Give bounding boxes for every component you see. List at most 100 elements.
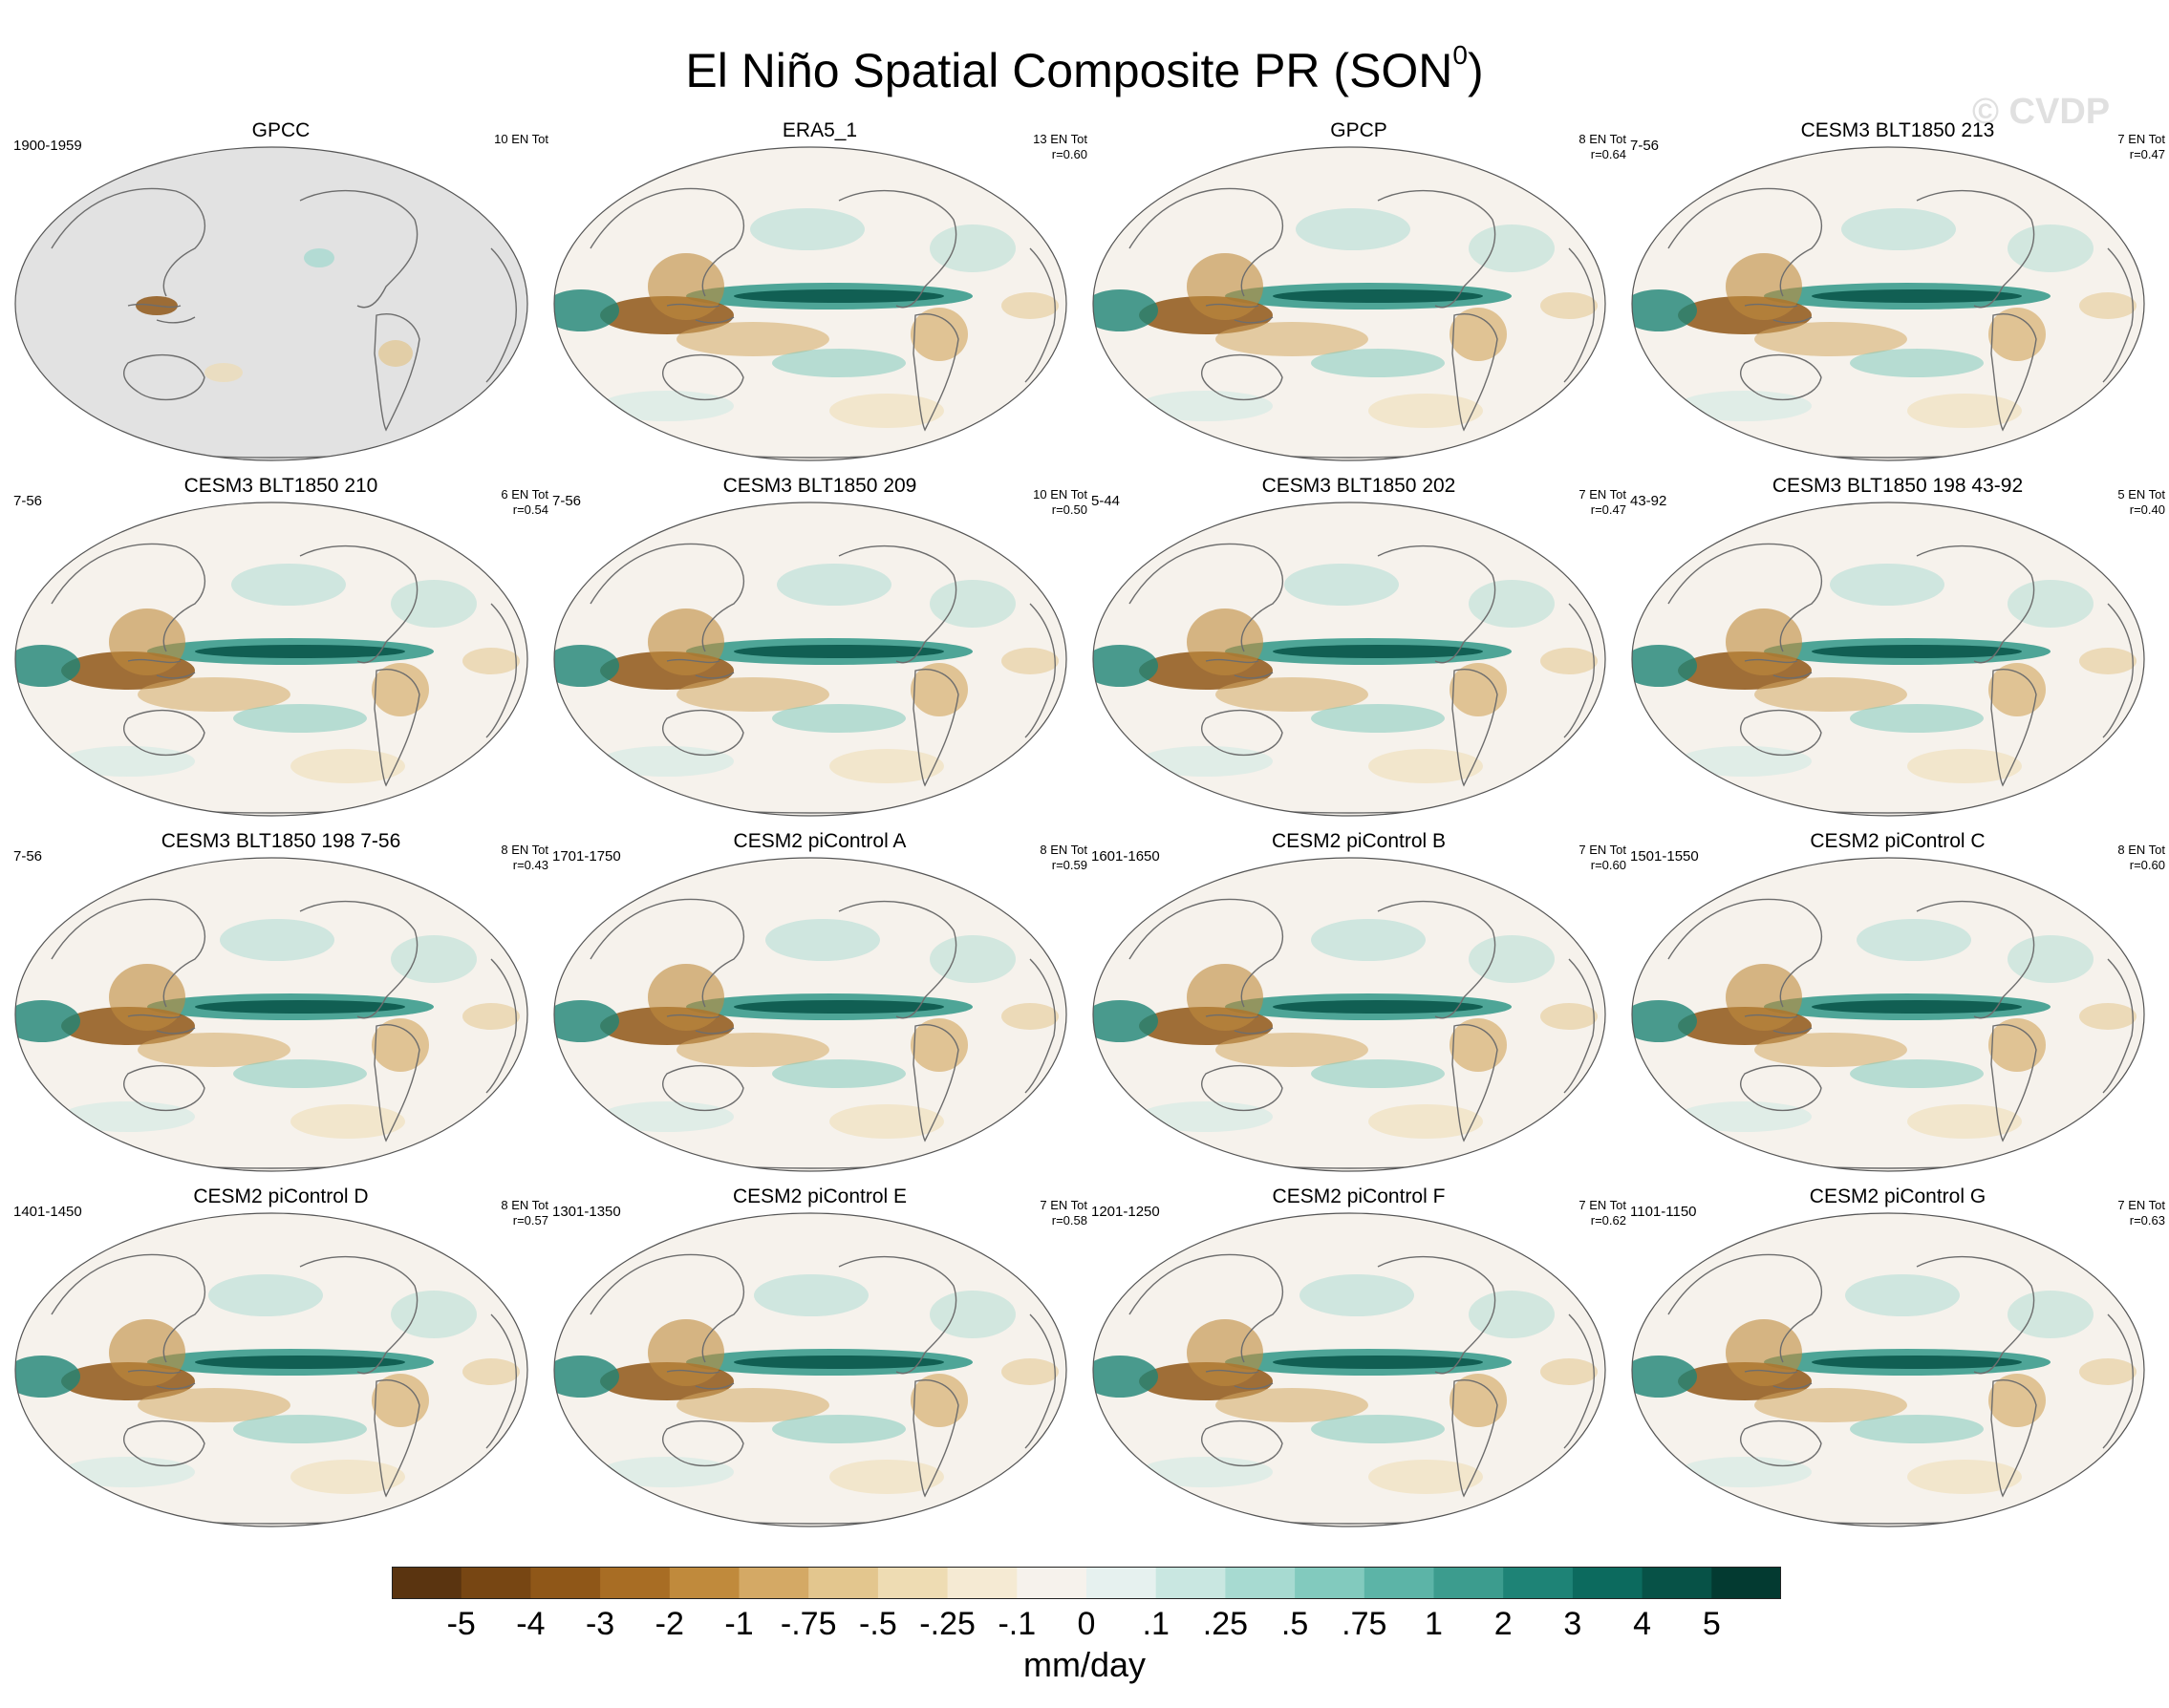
panel-stats: 8 EN Tot r=0.64 (1578, 132, 1626, 162)
coastline (838, 900, 957, 1019)
coastline (122, 709, 205, 757)
wetting-anomaly (61, 1101, 195, 1132)
colorbar-swatch (739, 1567, 809, 1599)
drying-anomaly (372, 1018, 429, 1072)
colorbar-tick-label: -3 (585, 1606, 615, 1642)
coastline (1128, 187, 1283, 297)
drying-anomaly (290, 749, 405, 783)
coastline (2102, 603, 2134, 738)
wetting-anomaly (391, 935, 477, 983)
wetting-anomaly (391, 580, 477, 628)
colorbar-swatch (1295, 1567, 1365, 1599)
colorbar-tick-label: -2 (655, 1606, 684, 1642)
map-panel: GPCP 8 EN Tot r=0.64 (1091, 118, 1626, 472)
drying-anomaly (1001, 1003, 1059, 1030)
colorbar-swatch (1155, 1567, 1226, 1599)
panel-period: 7-56 (552, 493, 582, 509)
coastline (1563, 603, 1595, 738)
panel-event-count: 8 EN Tot (1578, 132, 1626, 146)
coastline (838, 544, 957, 664)
wetting-anomaly (600, 1457, 734, 1487)
wetting-anomaly (1857, 919, 1971, 961)
drying-anomaly (1907, 1460, 2022, 1494)
wetting-anomaly (1311, 349, 1445, 377)
map-plot (1631, 857, 2145, 1172)
drying-anomaly (2079, 292, 2137, 319)
coastline (666, 303, 735, 324)
coastline (2102, 247, 2134, 383)
wetting-anomaly (1093, 1000, 1158, 1042)
map-panel: CESM3 BLT1850 209 7-56 10 EN Tot r=0.50 (552, 474, 1087, 827)
colorbar-swatch (1225, 1567, 1296, 1599)
map-plot (1092, 1212, 1606, 1527)
wetting-anomaly (1850, 1415, 1984, 1443)
coastline (2102, 958, 2134, 1094)
wetting-anomaly (1850, 1059, 1984, 1088)
wetting-anomaly (2008, 1291, 2094, 1338)
coastline (1451, 1024, 1498, 1142)
colorbar-tick-label: -.25 (919, 1606, 976, 1642)
coastline (666, 1369, 735, 1390)
drying-anomaly (829, 1104, 944, 1139)
wetting-anomaly (1273, 289, 1483, 303)
wetting-anomaly (1632, 1000, 1697, 1042)
drying-anomaly (829, 749, 944, 783)
wetting-anomaly (1469, 1291, 1555, 1338)
wetting-anomaly (1469, 935, 1555, 983)
wetting-anomaly (220, 919, 334, 961)
coastline (1377, 544, 1496, 664)
wetting-anomaly (2008, 224, 2094, 272)
drying-anomaly (1001, 292, 1059, 319)
panel-period: 1900-1959 (13, 138, 82, 154)
coastline (661, 1064, 744, 1112)
wetting-anomaly (1678, 746, 1812, 777)
map-panel: CESM3 BLT1850 198 43-92 43-92 5 EN Tot r=0.… (1630, 474, 2165, 827)
coastline (51, 1253, 205, 1363)
wetting-anomaly (930, 935, 1016, 983)
coastline (1377, 1255, 1496, 1375)
coastline (1990, 313, 2037, 432)
wetting-anomaly (554, 645, 619, 687)
drying-anomaly (1988, 1374, 2046, 1427)
map-border (14, 146, 528, 461)
anomaly-field (1093, 564, 1598, 783)
panel-title: CESM2 piControl C (1810, 830, 1986, 852)
panel-title: CESM3 BLT1850 198 43-92 (1772, 475, 2024, 497)
panel-title: GPCC (251, 119, 311, 141)
coastline (913, 313, 959, 432)
wetting-anomaly (1812, 1356, 2022, 1369)
map-border (553, 146, 1067, 461)
map-plot (553, 1212, 1067, 1527)
colorbar-swatch (1364, 1567, 1434, 1599)
drying-anomaly (1187, 964, 1263, 1031)
panel-stats: 7 EN Tot r=0.58 (1040, 1198, 1087, 1228)
drying-anomaly (290, 1104, 405, 1139)
drying-anomaly (1187, 1319, 1263, 1386)
map-background (15, 147, 527, 460)
wetting-anomaly (1139, 1101, 1273, 1132)
map-border (1631, 146, 2145, 461)
drying-anomaly (2079, 1003, 2137, 1030)
panel-title: CESM2 piControl D (193, 1185, 369, 1207)
colorbar-tick-label: -.5 (859, 1606, 897, 1642)
colorbar-swatch (877, 1567, 949, 1599)
wetting-anomaly (233, 704, 367, 733)
colorbar-tick-label: .1 (1142, 1606, 1170, 1642)
map-panel: CESM3 BLT1850 210 7-56 6 EN Tot r=0.54 (13, 474, 548, 827)
map-panel: GPCC 1900-1959 10 EN Tot (13, 118, 548, 472)
wetting-anomaly (1311, 1059, 1445, 1088)
wetting-anomaly (554, 1000, 619, 1042)
wetting-anomaly (231, 564, 346, 606)
coastline (485, 958, 517, 1094)
panel-stats: 8 EN Tot r=0.43 (501, 843, 548, 873)
coastline (1128, 898, 1283, 1008)
colorbar-tick-label: -4 (516, 1606, 546, 1642)
drying-anomaly (109, 964, 185, 1031)
wetting-anomaly (195, 645, 405, 658)
drying-anomaly (2079, 648, 2137, 674)
wetting-anomaly (734, 1356, 944, 1369)
colorbar-swatch (1503, 1567, 1574, 1599)
drying-anomaly (204, 363, 243, 382)
coastline (485, 247, 517, 383)
map-border (1092, 857, 1606, 1172)
